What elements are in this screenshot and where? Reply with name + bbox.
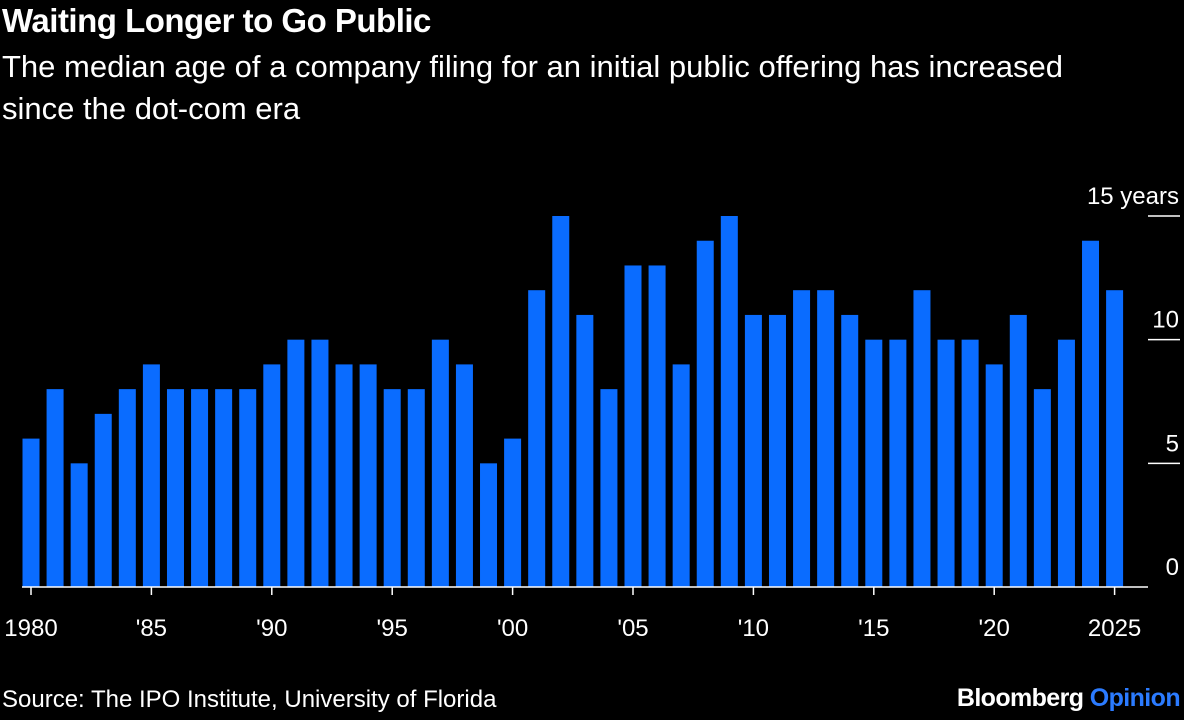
bar-1983 [94,413,112,587]
bar-2003 [576,314,594,587]
bar-2018 [937,339,955,587]
bar-2015 [865,339,883,587]
y-tick-label: 0 [1166,554,1179,581]
bar-2001 [528,290,546,587]
bar-2023 [1057,339,1075,587]
bar-1980 [22,438,40,587]
bar-1991 [287,339,305,587]
bar-1995 [383,389,401,587]
bar-1998 [455,364,473,587]
bar-2005 [624,265,642,587]
bar-2011 [768,314,786,587]
bar-1984 [118,389,136,587]
bar-2010 [744,314,762,587]
bar-1985 [142,364,160,587]
x-tick-label: '95 [377,615,408,642]
brand-logo: Bloomberg Opinion [956,684,1181,713]
bar-2002 [552,216,570,587]
bar-1987 [191,389,209,587]
x-tick-label: '20 [979,615,1010,642]
bar-2013 [817,290,835,587]
bar-1993 [335,364,353,587]
bar-1990 [263,364,281,587]
bar-1994 [359,364,377,587]
x-tick-label: '15 [858,615,889,642]
bar-1982 [70,463,88,587]
bar-1981 [46,389,64,587]
x-axis: 1980 '85 '90 '95 '00 '05 '10 '15 '20 2025 [4,587,1141,642]
bar-1989 [239,389,257,587]
y-axis: 0 5 10 15 years [1087,183,1180,581]
x-tick-label: '10 [738,615,769,642]
bar-2009 [720,216,738,587]
chart-title: Waiting Longer to Go Public [2,2,431,39]
bar-2012 [793,290,811,587]
x-tick-label: '90 [256,615,287,642]
bar-2022 [1033,389,1051,587]
bar-1992 [311,339,329,587]
bar-2007 [672,364,690,587]
bar-1986 [166,389,184,587]
source-note: Source: The IPO Institute, University of… [2,686,497,713]
bar-2020 [985,364,1003,587]
x-tick-label: '00 [497,615,528,642]
bar-2025 [1106,290,1124,587]
bar-1999 [480,463,498,587]
y-tick-label: 15 years [1087,183,1179,210]
bar-2008 [696,240,714,588]
bar-2024 [1082,240,1100,588]
brand-suffix: Opinion [1089,684,1181,712]
bar-2016 [889,339,907,587]
bars-group [22,216,1124,588]
bar-2006 [648,265,666,587]
bar-2017 [913,290,931,587]
bar-2004 [600,389,618,587]
y-tick-label: 5 [1166,430,1179,457]
y-tick-label: 10 [1152,307,1179,334]
bar-2019 [961,339,979,587]
x-tick-label: 1980 [4,615,57,642]
bar-2000 [504,438,522,587]
bar-1997 [431,339,449,587]
chart-subtitle: The median age of a company filing for a… [2,49,1063,126]
x-tick-label: '05 [617,615,648,642]
bar-2021 [1009,314,1027,587]
x-tick-label: '85 [136,615,167,642]
bar-1996 [407,389,425,587]
bar-1988 [215,389,233,587]
x-tick-label: 2025 [1088,615,1141,642]
bar-2014 [841,314,859,587]
brand-name: Bloomberg [956,684,1084,712]
